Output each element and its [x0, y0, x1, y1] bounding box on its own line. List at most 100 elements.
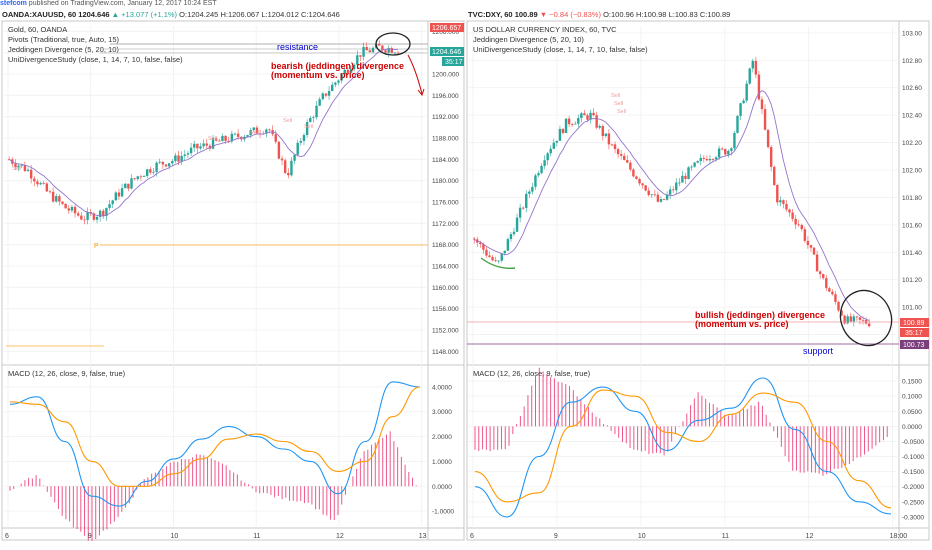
right-price-tag-low-text: 100.73 [903, 342, 925, 349]
right-support-label: support [803, 346, 834, 356]
candle-body [48, 191, 52, 193]
right-macd-line [474, 377, 892, 518]
right-legend-title[interactable]: US DOLLAR CURRENCY INDEX, 60, TVC [473, 25, 617, 34]
candle-body [822, 274, 825, 279]
candle-body [202, 143, 205, 147]
candle-body [293, 154, 296, 161]
right-open: O:100.96 [603, 10, 634, 19]
candle-body [42, 183, 45, 184]
right-price-scale[interactable]: 103.00 102.80 102.60 102.40 102.20 102.00 101.… [902, 30, 922, 339]
candle-body [546, 153, 549, 161]
right-legend-jeddingen[interactable]: Jeddingen Divergence (5, 20, 10) [473, 35, 584, 44]
candle-body [387, 48, 390, 53]
right-time-scale[interactable]: 6 9 10 11 12 18:00 [470, 533, 907, 540]
left-legend-jeddingen[interactable]: Jeddingen Divergence (5, 20, 10) [8, 45, 119, 54]
candle-body [283, 160, 287, 173]
right-last-price: 100.89 [514, 10, 538, 19]
left-macd-legend[interactable]: MACD (12, 26, close, 9, false, true) [8, 369, 126, 378]
candle-body [699, 157, 702, 162]
candle-body [616, 149, 620, 155]
candle-body [702, 157, 706, 159]
candle-body [534, 175, 537, 187]
macd-tick-label: 2.0000 [432, 434, 452, 441]
sell-mark: Sell [250, 130, 259, 136]
left-macd-line [9, 381, 421, 507]
candle-body [650, 194, 653, 196]
candle-body [117, 192, 121, 197]
candle-body [525, 193, 528, 208]
candle-body [512, 231, 516, 235]
right-legend-unidivergence[interactable]: UniDivergenceStudy (close, 1, 14, 7, 10,… [473, 45, 648, 54]
candle-body [720, 148, 724, 150]
price-tick-label: 102.20 [902, 140, 922, 147]
right-price-tag-low [900, 340, 929, 349]
candle-body [51, 191, 55, 202]
left-down-arrow [407, 54, 423, 95]
right-symbol-header: TVC:DXY, 60 100.89 ▼ −0.84 (−0.83%) O:10… [468, 10, 730, 20]
candle-body [479, 242, 482, 245]
price-tick-label: 101.80 [902, 195, 922, 202]
candle-body [515, 217, 519, 232]
candle-body [491, 257, 494, 261]
price-tick-label: 102.40 [902, 113, 922, 120]
candle-body [818, 271, 822, 275]
time-tick-label: 18:00 [890, 533, 908, 540]
price-tick-label: 101.40 [902, 250, 922, 257]
candle-body [161, 161, 165, 165]
candle-body [730, 148, 733, 151]
candle-body [846, 316, 849, 324]
time-tick-label: 6 [5, 533, 9, 540]
price-tick-label: 1164.000 [432, 264, 459, 271]
candle-body [561, 128, 565, 133]
price-tick-label: 1176.000 [432, 200, 459, 207]
time-tick-label: 13 [419, 533, 427, 540]
candle-body [189, 147, 193, 154]
right-macd-scale[interactable]: 0.1500 0.1000 0.0500 0.0000 -0.0500 -0.1000 -0… [902, 379, 924, 522]
candle-body [815, 254, 819, 272]
candle-body [164, 164, 168, 167]
candle-body [855, 316, 859, 318]
left-price-scale[interactable]: 1208.0001204.0001200.0001196.0001192.000… [432, 29, 459, 356]
candle-body [196, 143, 199, 149]
time-tick-label: 9 [554, 533, 558, 540]
candle-body [629, 162, 632, 170]
candle-body [748, 68, 751, 84]
right-signal-line [474, 389, 892, 509]
left-legend-title[interactable]: Gold, 60, OANDA [8, 25, 67, 34]
right-macd-histogram [474, 367, 888, 476]
candle-body [601, 125, 604, 137]
candle-body [145, 169, 149, 176]
right-timer-tag [900, 328, 929, 337]
left-macd-scale[interactable]: 4.0000 3.0000 2.0000 1.0000 0.0000 -1.0000 [432, 384, 454, 515]
candle-body [393, 52, 397, 54]
price-tick-label: 1168.000 [432, 242, 459, 249]
candle-body [506, 239, 510, 251]
macd-tick-label: -0.0500 [902, 439, 924, 446]
right-macd-legend[interactable]: MACD (12, 26, close, 9, false, true) [473, 369, 591, 378]
candle-body [567, 118, 571, 125]
candle-body [29, 169, 33, 179]
left-legend-unidivergence[interactable]: UniDivergenceStudy (close, 1, 14, 7, 10,… [8, 55, 183, 64]
candle-body [574, 123, 577, 125]
candle-body [858, 317, 862, 320]
left-time-scale[interactable]: 6 9 10 11 12 13 [5, 533, 427, 540]
candle-body [177, 155, 180, 162]
left-legend-pivots[interactable]: Pivots (Traditional, true, Auto, 15) [8, 35, 120, 44]
left-symbol[interactable]: OANDA:XAUUSD, 60 [2, 10, 77, 19]
candle-body [20, 164, 23, 166]
candle-body [205, 143, 208, 146]
candle-body [61, 201, 64, 204]
candle-body [381, 45, 384, 51]
left-high: H:1206.067 [220, 10, 260, 19]
candle-body [647, 190, 650, 195]
candle-body [183, 154, 187, 156]
author-link[interactable]: stefcom [0, 0, 27, 7]
candle-body [589, 112, 592, 120]
candle-body [503, 250, 507, 254]
right-symbol[interactable]: TVC:DXY, 60 [468, 10, 513, 19]
price-tick-label: 1192.000 [432, 114, 459, 121]
candle-body [227, 140, 230, 142]
candle-body [739, 103, 742, 116]
candle-body [36, 181, 39, 185]
